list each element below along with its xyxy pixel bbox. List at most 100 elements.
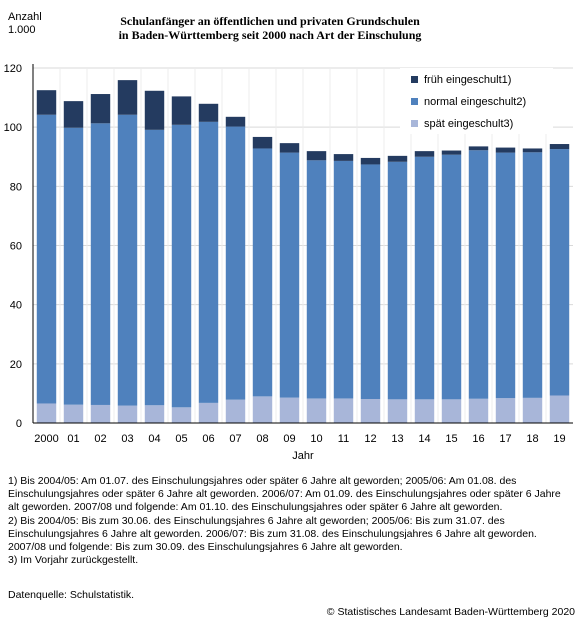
bar-segment <box>306 151 327 161</box>
x-tick-label: 05 <box>175 433 187 445</box>
bar-segment <box>36 90 57 115</box>
bar-segment <box>90 123 111 405</box>
legend-swatch <box>411 98 418 105</box>
bar-segment <box>144 90 165 130</box>
bar-segment <box>198 121 219 403</box>
x-tick-label: 15 <box>445 433 457 445</box>
x-tick-label: 07 <box>229 433 241 445</box>
chart-title-line-1: Schulanfänger an öffentlichen und privat… <box>120 14 420 28</box>
y-axis-unit-label: Anzahl 1.000 <box>8 11 42 37</box>
legend: früh eingeschult1) normal eingeschult2) sp… <box>400 68 553 134</box>
legend-label: früh eingeschult1) <box>424 74 511 86</box>
x-tick-label: 18 <box>526 433 538 445</box>
x-tick-label: 11 <box>338 433 349 445</box>
bar-segment <box>225 116 246 127</box>
footnote-3: 3) Im Vorjahr zurückgestellt. <box>8 554 139 567</box>
axes: 0 20 40 60 80 100 120 2000 01 02 03 04 05 06 07 08 09 10 1… <box>4 63 573 462</box>
data-source: Datenquelle: Schulstatistik. <box>8 589 135 601</box>
x-tick-label: 17 <box>499 433 511 445</box>
chart-title-line-2: in Baden-Württemberg seit 2000 nach Art … <box>118 28 422 42</box>
x-tick-label: 04 <box>148 433 160 445</box>
y-tick-label: 40 <box>10 300 22 312</box>
x-tick-label: 03 <box>121 433 133 445</box>
bar-segment <box>252 136 273 149</box>
unit-line-2: 1.000 <box>8 24 36 36</box>
bar-segment <box>252 148 273 397</box>
bar-segment <box>117 114 138 406</box>
bar-segment <box>522 152 543 398</box>
x-tick-label: 19 <box>553 433 565 445</box>
x-tick-label: 13 <box>391 433 403 445</box>
bar-segment <box>171 407 192 423</box>
bar-segment <box>495 147 516 153</box>
bar-segment <box>63 127 84 405</box>
bar-segment <box>360 164 381 400</box>
stacked-bar-chart: 0 20 40 60 80 100 120 2000 01 02 03 04 05 06 07 08 09 10 1… <box>4 63 573 462</box>
y-tick-label: 0 <box>16 418 22 430</box>
bar-segment <box>63 101 84 128</box>
bars <box>36 80 570 423</box>
legend-box <box>400 68 553 134</box>
y-tick-label: 120 <box>4 63 22 75</box>
bar-segment <box>117 80 138 115</box>
bar-segment <box>90 404 111 423</box>
bar-segment <box>171 124 192 408</box>
bar-segment <box>522 397 543 423</box>
bar-segment <box>198 402 219 423</box>
x-tick-label: 16 <box>472 433 484 445</box>
legend-label: spät eingeschult3) <box>424 118 513 130</box>
bar-segment <box>360 399 381 423</box>
x-tick-label: 09 <box>283 433 295 445</box>
bar-segment <box>198 103 219 122</box>
bar-segment <box>414 399 435 423</box>
bar-segment <box>522 148 543 153</box>
bar-segment <box>144 405 165 423</box>
footnotes: 1) Bis 2004/05: Am 01.07. des Einschulun… <box>8 475 574 567</box>
bar-segment <box>225 126 246 400</box>
bar-segment <box>333 160 354 399</box>
legend-label: normal eingeschult2) <box>424 96 526 108</box>
bar-segment <box>36 403 57 423</box>
bar-segment <box>90 94 111 124</box>
x-tick-label: 01 <box>67 433 79 445</box>
bar-segment <box>360 157 381 165</box>
footnote-2: 2) Bis 2004/05: Bis zum 30.06. des Einsc… <box>8 514 537 554</box>
bar-segment <box>279 152 300 398</box>
bar-segment <box>441 150 462 155</box>
bar-segment <box>279 143 300 153</box>
bar-segment <box>468 150 489 399</box>
y-tick-label: 20 <box>10 359 22 371</box>
bar-segment <box>495 152 516 399</box>
legend-swatch <box>411 76 418 83</box>
bar-segment <box>36 114 57 404</box>
bar-segment <box>252 396 273 423</box>
bar-segment <box>549 149 570 396</box>
bar-segment <box>63 404 84 423</box>
bar-segment <box>441 399 462 423</box>
bar-segment <box>387 161 408 400</box>
bar-segment <box>549 144 570 150</box>
bar-segment <box>549 395 570 423</box>
copyright: © Statistisches Landesamt Baden-Württemb… <box>326 606 575 618</box>
bar-segment <box>414 151 435 157</box>
y-tick-label: 80 <box>10 181 22 193</box>
bar-segment <box>495 398 516 423</box>
x-axis-title: Jahr <box>292 450 314 462</box>
bar-segment <box>117 405 138 423</box>
x-tick-label: 2000 <box>34 433 58 445</box>
bar-segment <box>414 156 435 400</box>
bar-segment <box>306 160 327 399</box>
bar-segment <box>387 399 408 423</box>
bar-segment <box>333 398 354 423</box>
x-tick-label: 06 <box>202 433 214 445</box>
x-tick-label: 02 <box>94 433 106 445</box>
bar-segment <box>468 146 489 151</box>
bar-segment <box>306 398 327 423</box>
bar-segment <box>279 397 300 423</box>
bar-segment <box>468 398 489 423</box>
y-tick-label: 100 <box>4 122 22 134</box>
chart-title: Schulanfänger an öffentlichen und privat… <box>60 14 480 42</box>
footnote-1: 1) Bis 2004/05: Am 01.07. des Einschulun… <box>8 475 561 514</box>
bar-segment <box>225 399 246 423</box>
unit-line-1: Anzahl <box>8 11 42 23</box>
